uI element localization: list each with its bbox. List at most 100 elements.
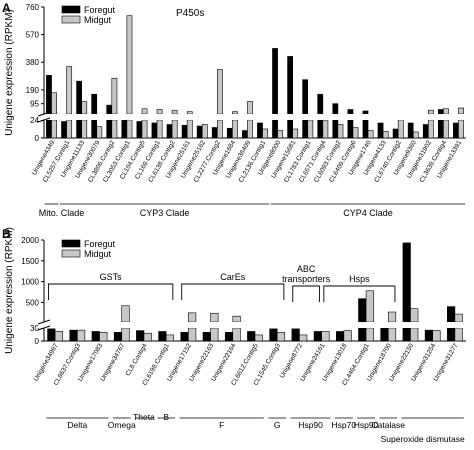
a-bar-midgut-lower-5 — [126, 119, 133, 139]
a-bar-foregut-lower-24 — [407, 122, 414, 139]
a-bar-foregut-upper-17 — [302, 79, 309, 115]
b-bracket-label-2-line-0: ABC — [297, 264, 316, 274]
a-bar-midgut-upper-2 — [81, 101, 88, 115]
b-y-tick-label-lower-0: 0 — [35, 337, 40, 346]
a-bar-midgut-lower-11 — [217, 119, 223, 139]
b-bar-foregut-lower-1 — [69, 329, 78, 342]
b-bracket-label-2-line-1: transporters — [282, 274, 331, 284]
b-bar-midgut-lower-17 — [432, 330, 441, 342]
a-bar-foregut-lower-9 — [181, 124, 188, 139]
a-bar-foregut-lower-18 — [317, 119, 324, 139]
a-bar-midgut-lower-7 — [156, 119, 163, 139]
a-bar-midgut-lower-13 — [247, 119, 253, 139]
b-legend-label-0: Foregut — [84, 239, 116, 249]
b-bar-midgut-lower-4 — [143, 332, 152, 342]
a-bar-midgut-upper-4 — [111, 77, 118, 115]
a-bar-foregut-lower-10 — [196, 125, 203, 139]
b-bar-foregut-lower-4 — [136, 330, 145, 342]
a-clade-label-2: CYP4 Clade — [343, 208, 393, 218]
b-bar-midgut-lower-12 — [321, 331, 330, 342]
a-bar-midgut-upper-0 — [51, 92, 57, 115]
a-bar-foregut-upper-19 — [332, 103, 339, 115]
a-break-mark-1 — [37, 117, 51, 123]
b-y-tick-label-upper-1: 1000 — [21, 278, 39, 287]
b-category-label-18: Unigene31277 — [432, 342, 459, 382]
a-bar-foregut-lower-16 — [287, 119, 293, 139]
a-bar-midgut-upper-13 — [247, 101, 253, 115]
b-bar-foregut-upper-14 — [358, 298, 367, 323]
a-bar-midgut-lower-24 — [412, 131, 419, 139]
a-bar-midgut-upper-26 — [443, 108, 449, 115]
b-break-band — [38, 322, 466, 328]
a-bar-foregut-lower-12 — [226, 127, 233, 139]
b-bar-foregut-lower-13 — [335, 331, 345, 342]
b-legend-swatch-1 — [61, 249, 81, 258]
a-bar-foregut-upper-21 — [362, 110, 369, 115]
a-bar-midgut-lower-12 — [232, 119, 238, 139]
b-legend-swatch-0 — [61, 239, 81, 248]
b-bar-midgut-lower-3 — [121, 327, 130, 342]
a-bar-foregut-lower-2 — [76, 119, 82, 139]
a-bar-foregut-lower-26 — [437, 119, 444, 139]
b-bar-foregut-lower-5 — [158, 331, 167, 342]
b-bar-foregut-lower-0 — [47, 328, 56, 342]
b-bar-midgut-lower-13 — [343, 330, 352, 342]
b-bar-foregut-lower-2 — [91, 331, 100, 342]
b-category-label-3: Unigene34767 — [99, 342, 126, 382]
a-bar-foregut-lower-13 — [242, 130, 248, 139]
b-bracket-2 — [292, 285, 320, 302]
b-bar-midgut-lower-10 — [276, 332, 286, 342]
a-bar-foregut-lower-0 — [46, 119, 52, 139]
b-bar-foregut-lower-6 — [180, 332, 189, 342]
a-bar-midgut-lower-18 — [322, 120, 329, 139]
a-bar-midgut-lower-20 — [352, 127, 359, 139]
a-legend-label-0: Foregut — [84, 5, 116, 15]
b-bar-midgut-upper-16 — [410, 308, 419, 323]
a-bar-midgut-lower-15 — [277, 130, 284, 139]
a-y-tick-label-upper-1: 190 — [26, 86, 40, 95]
a-bar-foregut-lower-25 — [422, 124, 429, 139]
a-bar-foregut-lower-1 — [61, 121, 67, 139]
a-bar-foregut-lower-7 — [151, 122, 158, 139]
a-bar-midgut-lower-23 — [397, 119, 404, 139]
a-bar-foregut-lower-8 — [166, 124, 173, 139]
b-bracket-3 — [323, 285, 396, 302]
a-bar-foregut-lower-27 — [453, 122, 459, 139]
b-y-tick-label-upper-2: 1500 — [21, 257, 39, 266]
b-bar-midgut-lower-15 — [387, 327, 397, 342]
b-bar-midgut-lower-14 — [365, 327, 374, 342]
b-subgroup-label-3: B — [163, 412, 169, 422]
a-bar-midgut-lower-17 — [307, 119, 314, 139]
b-bar-midgut-upper-15 — [387, 311, 397, 323]
a-bar-midgut-upper-27 — [458, 107, 464, 115]
b-break-mark-1 — [37, 325, 51, 331]
a-bar-foregut-lower-6 — [136, 121, 143, 139]
a-bar-midgut-lower-10 — [201, 124, 208, 139]
a-y-tick-label-upper-3: 570 — [26, 31, 40, 40]
b-bar-foregut-upper-16 — [402, 242, 411, 323]
b-bar-midgut-lower-7 — [210, 327, 219, 342]
a-bar-foregut-lower-15 — [272, 119, 278, 139]
a-bar-midgut-upper-25 — [428, 109, 434, 115]
a-bar-foregut-upper-26 — [437, 109, 444, 115]
a-bar-foregut-upper-4 — [106, 104, 113, 115]
b-bracket-label-3: Hsps — [349, 274, 370, 284]
b-bar-foregut-lower-16 — [402, 327, 411, 342]
b-bracket-label-1: CarEs — [220, 272, 246, 282]
a-bar-midgut-lower-27 — [458, 119, 464, 139]
b-bar-midgut-upper-8 — [232, 315, 241, 323]
a-y-axis-label: Unigene expression (RPKM) — [4, 9, 15, 136]
b-bar-foregut-lower-11 — [291, 328, 300, 342]
b-subgroup-label-4: F — [219, 420, 224, 430]
a-bar-midgut-upper-5 — [126, 15, 133, 115]
b-break-mark-0 — [37, 319, 51, 325]
b-subgroup-label-9: Catalase — [371, 420, 405, 430]
b-subgroup-label-5: G — [274, 420, 281, 430]
a-bar-midgut-lower-14 — [262, 128, 268, 139]
b-bar-foregut-upper-18 — [447, 306, 456, 323]
b-y-tick-label-upper-3: 2000 — [21, 236, 39, 245]
a-bar-foregut-upper-18 — [317, 93, 324, 115]
a-bar-midgut-lower-26 — [443, 119, 449, 139]
